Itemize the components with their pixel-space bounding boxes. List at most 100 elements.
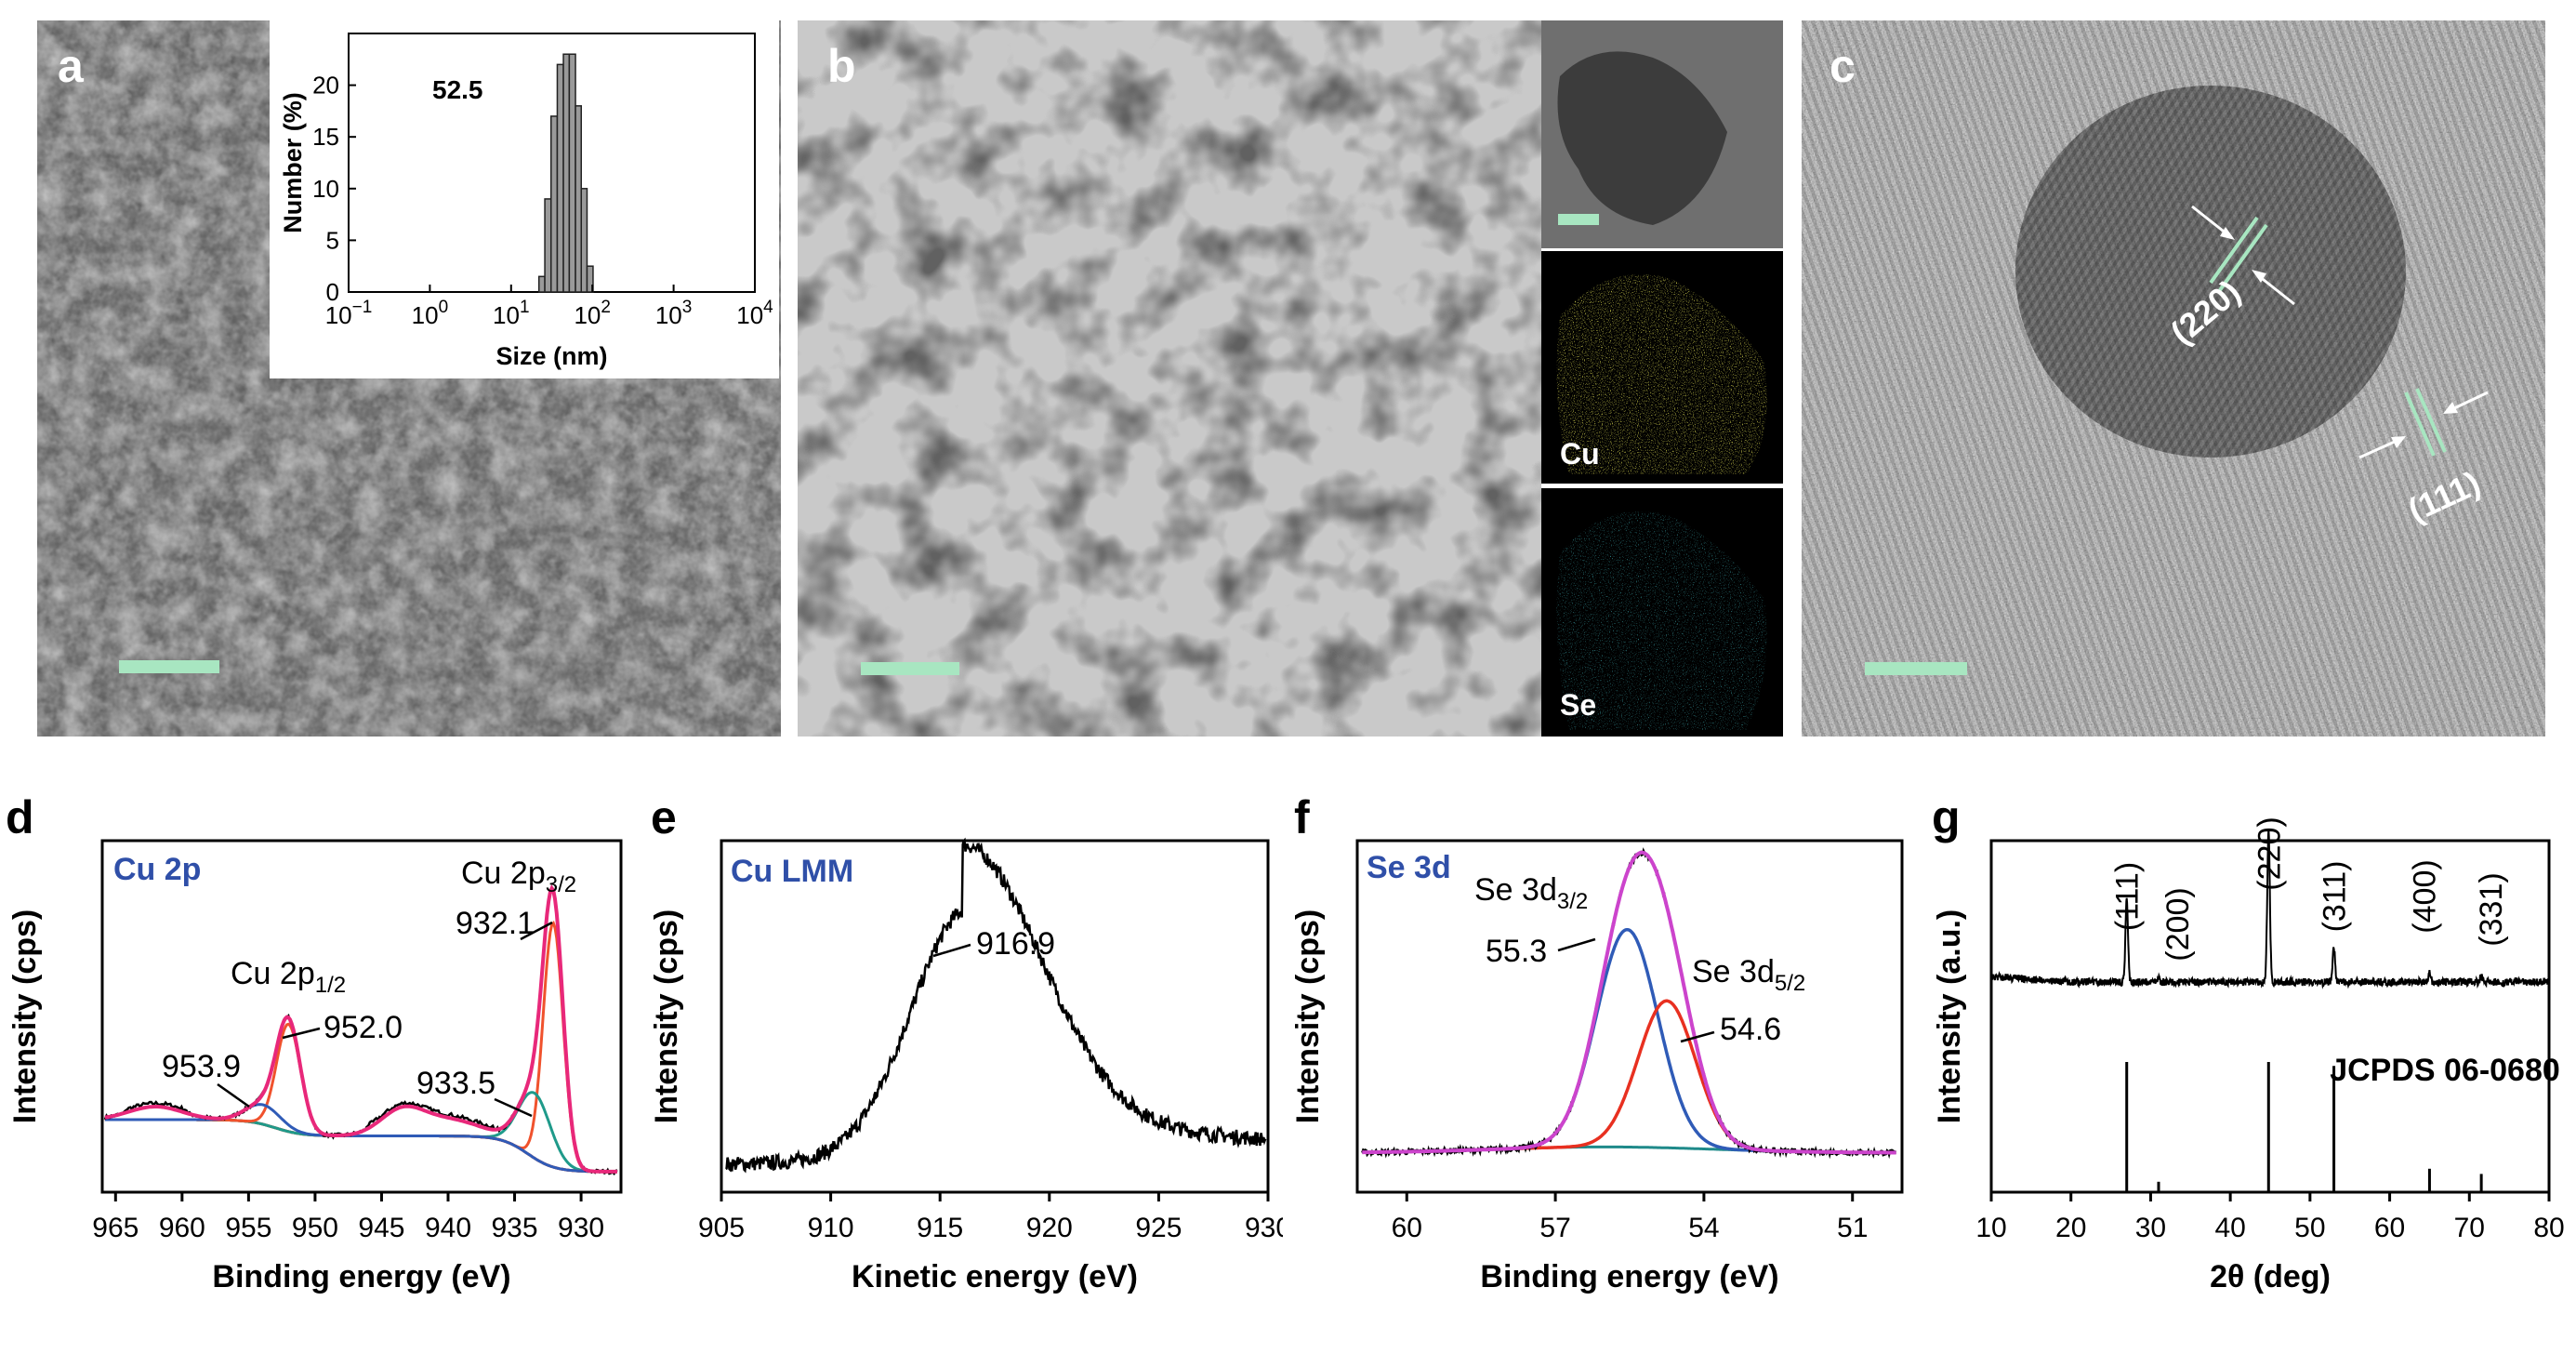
- hist-bar: [537, 275, 546, 293]
- cu-lmm-chart: 905 910 915 920 925 930 Kinetic energy (eV) Int…: [649, 837, 1283, 1294]
- cu2p12-label-sub: 1/2: [315, 973, 346, 998]
- x-tick-label: 920: [1026, 1213, 1073, 1243]
- x-tick-label: 104: [736, 298, 773, 329]
- histogram-mean-label: 52.5: [432, 75, 483, 104]
- x-tick-label: 57: [1539, 1213, 1570, 1243]
- x-tick-label: 940: [425, 1213, 471, 1243]
- scale-bar: [861, 662, 959, 675]
- x-tick-label: 955: [225, 1213, 271, 1243]
- x-axis-label: Size (nm): [495, 342, 607, 370]
- peak-553-label: 55.3: [1486, 934, 1547, 969]
- y-tick-label: 10: [312, 175, 339, 203]
- x-tick-label: 925: [1135, 1213, 1182, 1243]
- x-tick-label: 965: [92, 1213, 139, 1243]
- plot-frame: [720, 839, 1270, 1194]
- background-fit: [104, 1118, 618, 1174]
- cu2p32-label-main: Cu 2p: [461, 856, 546, 891]
- panel-label-d: d: [6, 791, 34, 843]
- x-tick-exponent: 1: [520, 298, 530, 317]
- y-axis-label: Number (%): [279, 92, 307, 233]
- hrtem-texture: (220) (111): [1802, 20, 2545, 737]
- se32-label-main: Se 3d: [1474, 872, 1557, 908]
- x-tick-label: 10: [1975, 1213, 2006, 1243]
- eds-cu-label: Cu: [1560, 437, 1600, 471]
- x-tick-label: 910: [808, 1213, 854, 1243]
- envelope-fit: [1362, 850, 1896, 1155]
- cu2p32-label: Cu 2p3/2: [461, 856, 576, 897]
- x-axis-label: 2θ (deg): [2210, 1259, 2331, 1294]
- x-tick-label: 915: [917, 1213, 963, 1243]
- leader-932: [520, 921, 553, 941]
- peak-953-label: 953.9: [162, 1049, 241, 1084]
- tem-texture: [798, 20, 1541, 737]
- y-axis-label: Intensity (cps): [7, 909, 43, 1123]
- hkl-label: (220): [2252, 816, 2287, 890]
- x-tick-label: 960: [159, 1213, 205, 1243]
- leader-916: [932, 943, 971, 958]
- x-tick-label: 70: [2454, 1213, 2485, 1243]
- cu2p32-fit: [104, 920, 618, 1174]
- x-tick-base: 10: [574, 301, 601, 329]
- y-axis-label: Intensity (cps): [1290, 909, 1326, 1123]
- x-tick-label: 60: [1392, 1213, 1422, 1243]
- raw-spectrum: [725, 837, 1267, 1174]
- hist-bar: [556, 63, 564, 293]
- hist-bar: [586, 265, 594, 293]
- scale-bar: [1865, 662, 1967, 675]
- cu-map-dots: [1556, 274, 1767, 474]
- panel-label-g: g: [1932, 791, 1961, 843]
- leader-553: [1557, 937, 1596, 952]
- x-tick-label: 40: [2214, 1213, 2245, 1243]
- x-tick-label: 935: [492, 1213, 538, 1243]
- panel-label-c: c: [1830, 40, 1856, 92]
- hkl-label: (200): [2160, 887, 2196, 961]
- scale-bar: [1558, 214, 1599, 225]
- y-tick-label: 0: [326, 278, 339, 306]
- hkl-label: (331): [2474, 872, 2509, 946]
- x-tick-base: 10: [325, 301, 352, 329]
- x-axis-label: Binding energy (eV): [1480, 1259, 1778, 1294]
- panel-b-tem-image: b: [798, 20, 1541, 737]
- x-tick-label: 930: [1245, 1213, 1283, 1243]
- x-tick-label: 945: [358, 1213, 404, 1243]
- x-tick-label: 100: [412, 298, 449, 329]
- peak-952-label: 952.0: [324, 1010, 403, 1045]
- cu2p32-label-sub: 3/2: [546, 872, 576, 897]
- x-tick-label: 20: [2055, 1213, 2086, 1243]
- x-tick-label: 60: [2374, 1213, 2405, 1243]
- x-tick-label: 102: [574, 298, 611, 329]
- peak-916-label: 916.9: [976, 926, 1055, 962]
- x-tick-exponent: 0: [439, 298, 449, 317]
- hist-bar: [568, 53, 576, 293]
- panel-c-hrtem-image: (220) (111) c: [1802, 20, 2545, 737]
- hist-bar: [549, 115, 559, 293]
- se-map-dots: [1556, 511, 1767, 730]
- y-tick-label: 5: [326, 226, 339, 254]
- cu2p12-label: Cu 2p1/2: [231, 956, 346, 998]
- reference-label: JCPDS 06-0680: [2330, 1053, 2560, 1088]
- leader-933: [494, 1097, 533, 1118]
- hkl-label: (400): [2407, 859, 2442, 933]
- hist-bar: [575, 105, 583, 293]
- hist-bar: [562, 53, 571, 293]
- se52-label-sub: 5/2: [1775, 971, 1805, 996]
- x-tick-exponent: 3: [682, 298, 693, 317]
- eds-cu-map: Cu: [1541, 251, 1783, 484]
- se52-label-main: Se 3d: [1692, 954, 1775, 989]
- x-axis-label: Kinetic energy (eV): [852, 1259, 1138, 1294]
- chart-title: Cu LMM: [731, 854, 853, 889]
- hkl-label: (311): [2318, 861, 2353, 933]
- x-tick-exponent: 2: [601, 298, 611, 317]
- plot-frame: [1989, 839, 2551, 1194]
- x-tick-label: 51: [1837, 1213, 1868, 1243]
- chart-title: Se 3d: [1367, 850, 1451, 885]
- xps-cu2p-chart: 965 960 955 950 945 940 935 930 Binding energy (…: [7, 839, 623, 1294]
- x-tick-label: 10−1: [325, 298, 373, 329]
- x-tick-base: 10: [412, 301, 439, 329]
- panel-label-b: b: [827, 40, 856, 92]
- x-tick-label: 30: [2135, 1213, 2166, 1243]
- raw-spectrum: [1361, 847, 1896, 1160]
- x-tick-label: 54: [1688, 1213, 1719, 1243]
- envelope-fit: [104, 884, 618, 1174]
- se52-label: Se 3d5/2: [1692, 954, 1805, 996]
